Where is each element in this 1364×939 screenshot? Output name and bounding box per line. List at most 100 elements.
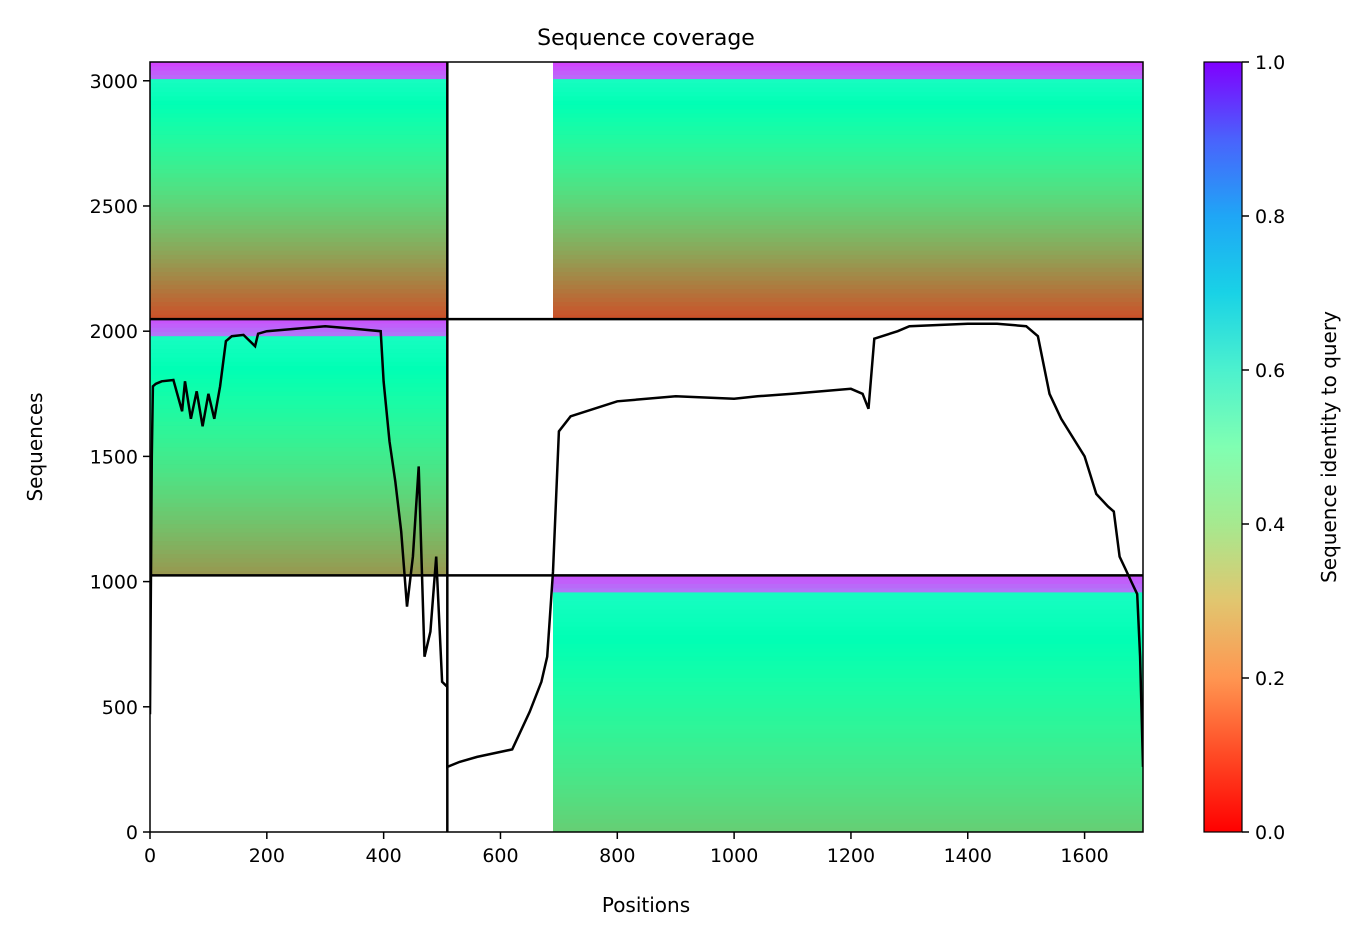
coverage-band — [150, 152, 448, 157]
coverage-band — [553, 635, 1143, 641]
coverage-block — [553, 62, 1143, 320]
coverage-band — [553, 147, 1143, 153]
coverage-band — [150, 528, 448, 534]
coverage-band — [150, 498, 448, 504]
coverage-band — [553, 314, 1143, 320]
coverage-band — [150, 349, 448, 354]
heatmap-layer — [150, 62, 1143, 832]
colorbar — [1203, 61, 1243, 833]
coverage-band — [553, 703, 1143, 709]
coverage-band — [553, 588, 1143, 594]
x-tick-label: 1000 — [710, 845, 758, 867]
coverage-band — [150, 203, 448, 209]
coverage-band — [150, 417, 448, 423]
coverage-band — [150, 494, 448, 500]
colorbar-label: Sequence identity to query — [1317, 311, 1341, 583]
coverage-band — [553, 190, 1143, 196]
coverage-band — [553, 207, 1143, 213]
coverage-band — [553, 306, 1143, 312]
coverage-band — [150, 100, 448, 106]
coverage-band — [150, 117, 448, 123]
coverage-band — [553, 224, 1143, 230]
y-tick-label: 2500 — [90, 196, 138, 218]
x-tick-label: 600 — [482, 845, 518, 867]
coverage-band — [150, 207, 448, 213]
coverage-band — [150, 366, 448, 371]
coverage-band — [553, 583, 1143, 589]
colorbar-tick-label: 1.0 — [1255, 52, 1285, 74]
coverage-band — [553, 827, 1143, 832]
coverage-band — [150, 515, 448, 521]
coverage-band — [553, 707, 1143, 713]
coverage-band — [553, 630, 1143, 636]
coverage-band — [150, 468, 448, 474]
coverage-band — [553, 793, 1143, 799]
coverage-band — [553, 669, 1143, 675]
coverage-band — [553, 229, 1143, 235]
x-tick-label: 0 — [144, 845, 156, 867]
coverage-band — [150, 306, 448, 312]
coverage-band — [553, 784, 1143, 790]
coverage-band — [150, 177, 448, 183]
coverage-band — [150, 293, 448, 299]
coverage-band — [150, 276, 448, 282]
coverage-band — [150, 447, 448, 453]
y-tick-label: 1500 — [90, 446, 138, 468]
x-axis: 0 200 400 600 800 1000 1200 1400 1600 — [144, 832, 1109, 867]
coverage-band — [150, 464, 448, 470]
coverage-band — [553, 750, 1143, 756]
coverage-band — [553, 156, 1143, 162]
y-tick-label: 2000 — [90, 321, 138, 343]
coverage-block — [150, 319, 448, 576]
coverage-band — [150, 421, 448, 427]
y-tick-label: 0 — [126, 822, 138, 844]
coverage-band — [553, 87, 1143, 93]
coverage-band — [553, 79, 1143, 84]
coverage-band — [150, 336, 448, 342]
coverage-band — [553, 673, 1143, 679]
colorbar-tick-label: 0.2 — [1255, 668, 1285, 690]
coverage-band — [553, 246, 1143, 252]
x-tick-label: 1600 — [1060, 845, 1108, 867]
coverage-band — [150, 327, 448, 333]
coverage-band — [553, 233, 1143, 239]
coverage-band — [150, 558, 448, 564]
coverage-band — [553, 780, 1143, 786]
coverage-band — [553, 806, 1143, 812]
coverage-band — [150, 254, 448, 260]
coverage-band — [553, 712, 1143, 718]
colorbar-tick-label: 0.0 — [1255, 822, 1285, 844]
coverage-band — [150, 400, 448, 406]
coverage-band — [553, 173, 1143, 179]
coverage-band — [150, 96, 448, 102]
coverage-band — [150, 524, 448, 529]
coverage-band — [553, 742, 1143, 748]
coverage-band — [150, 502, 448, 508]
coverage-band — [553, 613, 1143, 619]
coverage-band — [553, 203, 1143, 209]
coverage-band — [150, 370, 448, 376]
coverage-band — [553, 720, 1143, 726]
coverage-band — [150, 485, 448, 491]
coverage-band — [150, 143, 448, 149]
y-axis: 0 500 1000 1500 2000 2500 3000 — [90, 71, 150, 844]
coverage-band — [553, 626, 1143, 632]
coverage-band — [553, 212, 1143, 217]
coverage-band — [150, 79, 448, 84]
coverage-band — [553, 134, 1143, 140]
coverage-band — [553, 62, 1143, 67]
coverage-band — [553, 194, 1143, 200]
coverage-band — [150, 332, 448, 337]
coverage-band — [150, 511, 448, 517]
coverage-band — [150, 62, 448, 67]
coverage-block — [150, 62, 448, 320]
coverage-band — [150, 160, 448, 166]
coverage-band — [553, 293, 1143, 299]
coverage-band — [150, 224, 448, 230]
y-tick-label: 3000 — [90, 71, 138, 93]
coverage-band — [553, 74, 1143, 80]
coverage-band — [553, 716, 1143, 722]
x-tick-label: 800 — [599, 845, 635, 867]
coverage-band — [150, 173, 448, 179]
coverage-band — [553, 113, 1143, 119]
